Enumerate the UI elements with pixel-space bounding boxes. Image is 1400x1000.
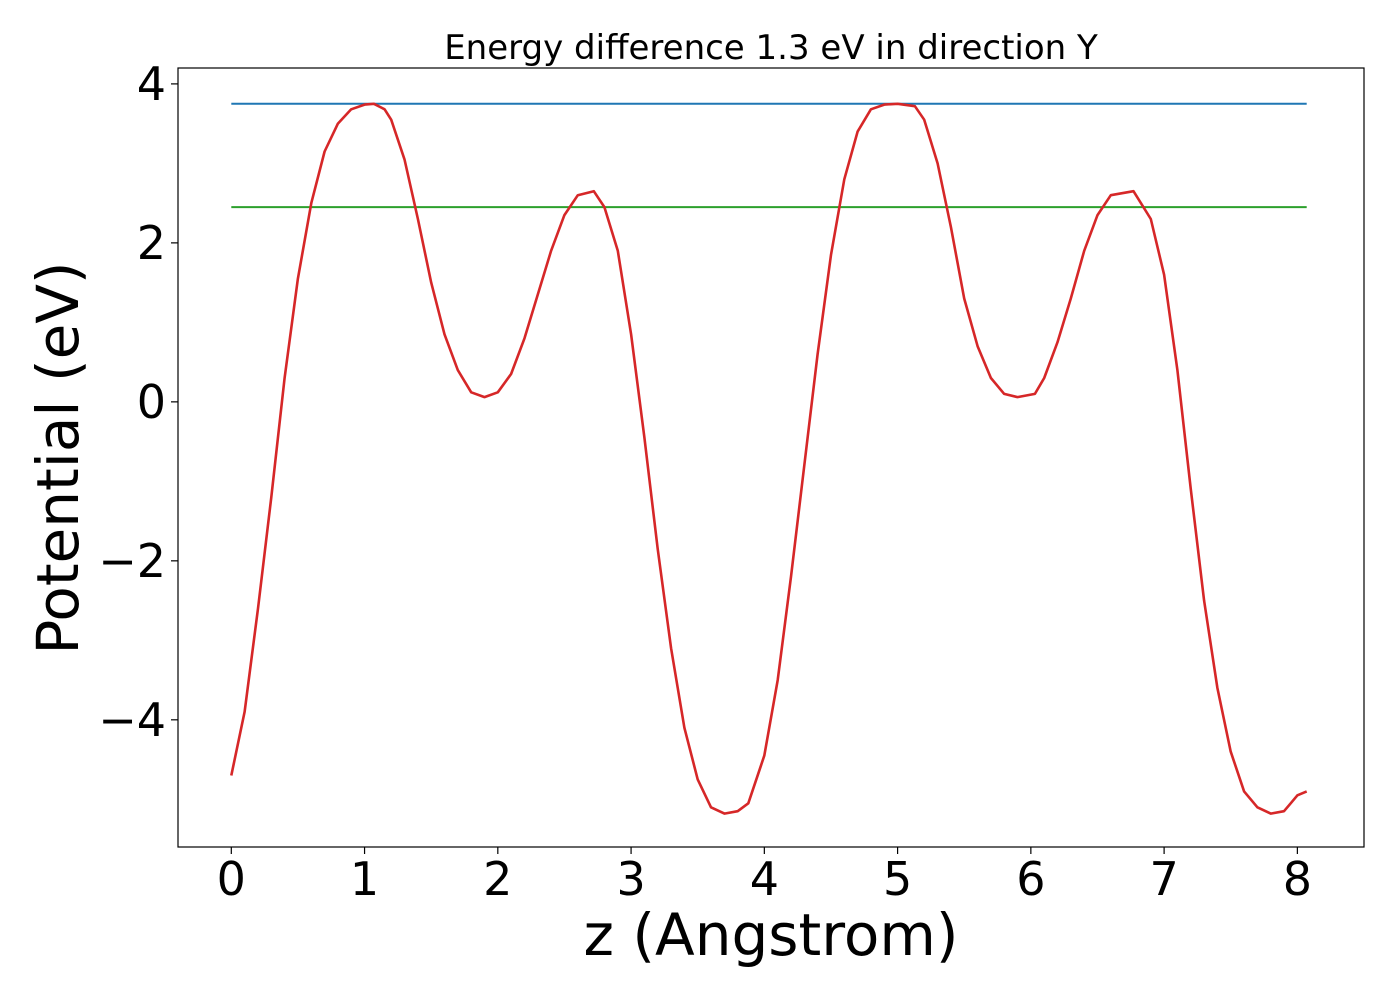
y-axis-label: Potential (eV) — [24, 261, 92, 654]
y-tick-label: 4 — [137, 57, 166, 111]
y-tick-label: −2 — [98, 534, 166, 588]
x-tick-label: 6 — [1016, 852, 1045, 906]
series-line-2 — [230, 102, 1308, 815]
y-tick-label: 2 — [137, 216, 166, 270]
x-tick-label: 4 — [750, 852, 779, 906]
x-tick-label: 5 — [883, 852, 912, 906]
chart-title: Energy difference 1.3 eV in direction Y — [444, 28, 1098, 68]
x-tick-label: 3 — [616, 852, 645, 906]
y-tick-label: −4 — [98, 693, 166, 747]
series-layer — [230, 102, 1308, 815]
x-tick-label: 2 — [483, 852, 512, 906]
plot-frame — [177, 67, 1365, 848]
x-tick-label: 8 — [1283, 852, 1312, 906]
x-tick-label: 0 — [217, 852, 246, 906]
x-axis-label: z (Angstrom) — [584, 901, 959, 969]
y-axis: −4 −2 0 2 4 — [98, 57, 178, 747]
x-axis: 0 1 2 3 4 5 6 7 8 — [217, 847, 1312, 906]
x-tick-label: 1 — [350, 852, 379, 906]
x-tick-label: 7 — [1149, 852, 1178, 906]
y-tick-label: 0 — [137, 375, 166, 429]
